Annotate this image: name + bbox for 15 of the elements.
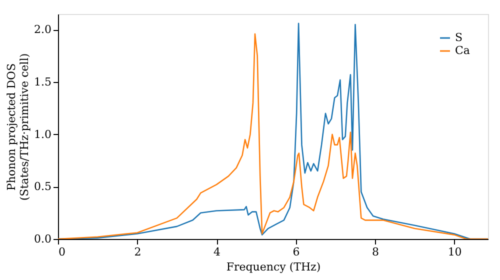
y-tick-label: 0.5 <box>34 180 52 194</box>
legend-label: S <box>455 31 463 44</box>
y-axis-title: Phonon projected DOS (States/THz·primitive cell) <box>5 53 32 201</box>
x-tick-label: 10 <box>448 246 462 258</box>
x-tick-label: 4 <box>214 246 221 258</box>
y-tick-label: 1.0 <box>34 128 52 141</box>
y-tick-label: 1.5 <box>34 76 52 89</box>
x-tick-label: 0 <box>58 246 66 258</box>
y-tick-label: 2.0 <box>34 23 52 36</box>
x-tick-label: 8 <box>372 246 380 258</box>
x-tick-label: 6 <box>292 246 300 258</box>
legend-label: Ca <box>455 44 470 57</box>
y-tick-label: 0.0 <box>34 232 52 246</box>
x-axis-title: Frequency (THz) <box>226 260 321 274</box>
x-tick-label: 2 <box>134 246 142 258</box>
